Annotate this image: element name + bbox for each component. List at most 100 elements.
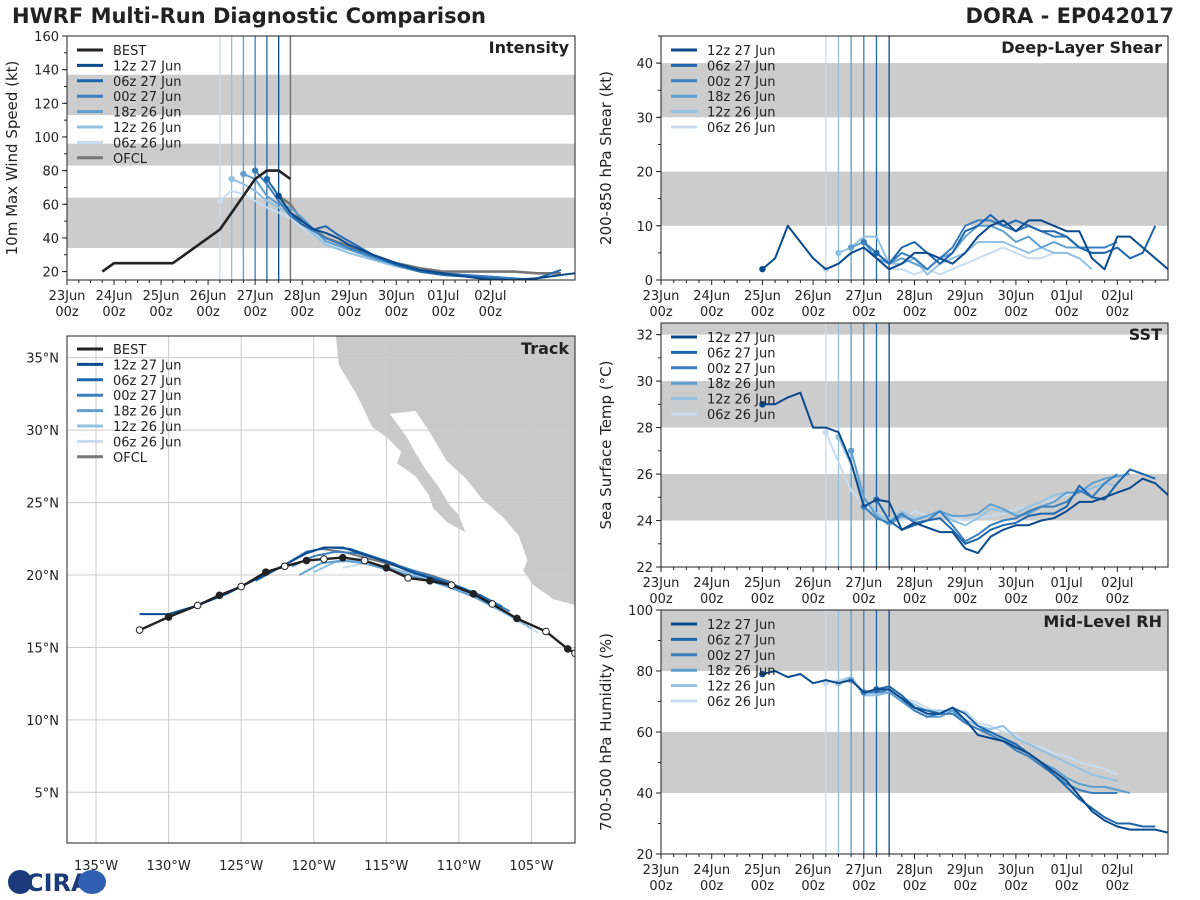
track-xtick-label: 115°W [364,859,408,874]
rh-xtick-label-date: 24Jun [693,863,730,878]
sst-xtick-label-date: 26Jun [795,576,832,591]
sst-xtick-label-hour: 00z [1004,592,1028,607]
shear-panel: 01020304023Jun00z24Jun00z25Jun00z26Jun00… [597,35,1169,320]
rh-band [661,610,1168,671]
intensity-legend-label: 00z 27 Jun [113,90,182,105]
rh-plot-area [661,610,1168,854]
track-best-marker [164,613,173,621]
intensity-xtick-label-date: 24Jun [96,289,133,304]
shear-series-start-marker [759,265,766,273]
shear-ytick-label: 20 [636,166,653,181]
sst-ytick-label: 24 [636,515,653,530]
intensity-xtick-label-hour: 00z [479,305,503,320]
intensity-series-start-marker [228,175,235,183]
shear-ytick-label: 0 [645,274,653,289]
track-best-marker [215,591,224,600]
rh-xtick-label-date: 28Jun [896,863,933,878]
cira-logo: CIRA [8,869,106,897]
track-best-marker [338,553,347,562]
sst-xtick-label-date: 29Jun [947,576,984,591]
shear-xtick-label-date: 26Jun [795,289,832,304]
sst-xtick-label-date: 28Jun [896,576,933,591]
intensity-series-12z-27-jun [277,195,575,280]
sst-xtick-label-hour: 00z [649,592,673,607]
track-xtick-label: 125°W [219,859,263,874]
intensity-band [67,143,575,166]
intensity-band [67,74,575,116]
track-ytick-label: 30°N [26,424,59,439]
intensity-legend-label: 18z 26 Jun [113,106,182,121]
track-ytick-label: 35°N [26,352,59,367]
track-xtick-label: 120°W [292,859,336,874]
track-best-marker [488,600,497,608]
rh-xtick-label-hour: 00z [649,879,673,894]
sst-xtick-label-hour: 00z [1055,592,1079,607]
intensity-xtick-label-hour: 00z [102,305,126,320]
shear-xtick-label-date: 23Jun [643,289,680,304]
rh-legend-label: 06z 27 Jun [707,633,776,648]
sst-xtick-label-date: 02Jul [1101,576,1133,591]
track-best-marker [426,577,434,585]
sst-xtick-label-hour: 00z [903,592,927,607]
shear-xtick-label-hour: 00z [1055,305,1079,320]
track-best-marker [382,563,391,572]
sst-ytick-label: 30 [636,375,653,390]
rh-xtick-label-hour: 00z [1106,879,1130,894]
rh-series-start-marker [759,670,766,678]
sst-legend-label: 12z 26 Jun [707,393,776,408]
shear-legend-label: 06z 27 Jun [707,59,776,74]
sst-band [661,323,1168,335]
sst-band [661,474,1168,521]
track-legend-label: OFCL [113,451,148,466]
track-series-12z-26-jun [313,559,533,630]
track-best-marker [469,590,478,598]
shear-series-start-marker [873,249,880,257]
intensity-series-00z-27-jun [254,169,538,280]
track-best-marker [563,645,572,653]
track-best-marker [360,556,369,565]
track-frame [66,335,576,844]
intensity-xtick-label-date: 27Jun [237,289,274,304]
intensity-panel: 2040608010012014016023Jun00z24Jun00z25Ju… [3,30,576,320]
rh-xtick-label-hour: 00z [751,879,775,894]
intensity-xtick-label-hour: 00z [55,305,79,320]
track-best-marker [193,601,202,610]
sst-legend-label: 06z 27 Jun [707,346,776,361]
shear-xtick-label-date: 27Jun [845,289,882,304]
track-best-marker [262,568,270,576]
track-best-marker [135,626,144,634]
intensity-xtick-label-hour: 00z [338,305,362,320]
sst-legend-label: 06z 26 Jun [707,408,776,423]
sst-ytick-label: 32 [636,329,653,344]
track-best-marker [302,556,311,565]
rh-xtick-label-date: 27Jun [845,863,882,878]
intensity-legend-label: 12z 26 Jun [113,121,182,136]
track-ytick-label: 5°N [35,786,60,801]
sst-series-06z-26-jun [824,431,1093,522]
rh-legend-label: 12z 26 Jun [707,680,776,695]
intensity-ytick-label: 160 [34,30,59,45]
shear-title: Deep-Layer Shear [1001,38,1162,57]
rh-xtick-label-date: 26Jun [795,863,832,878]
sst-xtick-label-hour: 00z [751,592,775,607]
shear-legend-label: 12z 27 Jun [707,44,776,59]
sst-xtick-label-hour: 00z [1106,592,1130,607]
intensity-xtick-label-hour: 00z [243,305,267,320]
sst-xtick-label-date: 30Jun [997,576,1034,591]
sst-ylabel: Sea Surface Temp (°C) [597,360,615,529]
track-series-06z-26-jun [342,562,540,634]
track-plot-area [67,336,575,843]
shear-ytick-label: 10 [636,220,653,235]
rh-ytick-label: 80 [636,665,653,680]
intensity-xtick-label-date: 01Jul [427,289,459,304]
track-best-marker [571,649,575,658]
shear-series-12z-27-jun [761,219,1168,271]
rh-ylabel: 700-500 hPa Humidity (%) [597,633,615,831]
rh-title: Mid-Level RH [1043,612,1162,631]
track-land [335,336,575,606]
shear-xtick-label-hour: 00z [954,305,978,320]
rh-series-06z-27-jun [876,685,1156,828]
rh-ytick-label: 40 [636,787,653,802]
rh-xtick-label-hour: 00z [801,879,825,894]
